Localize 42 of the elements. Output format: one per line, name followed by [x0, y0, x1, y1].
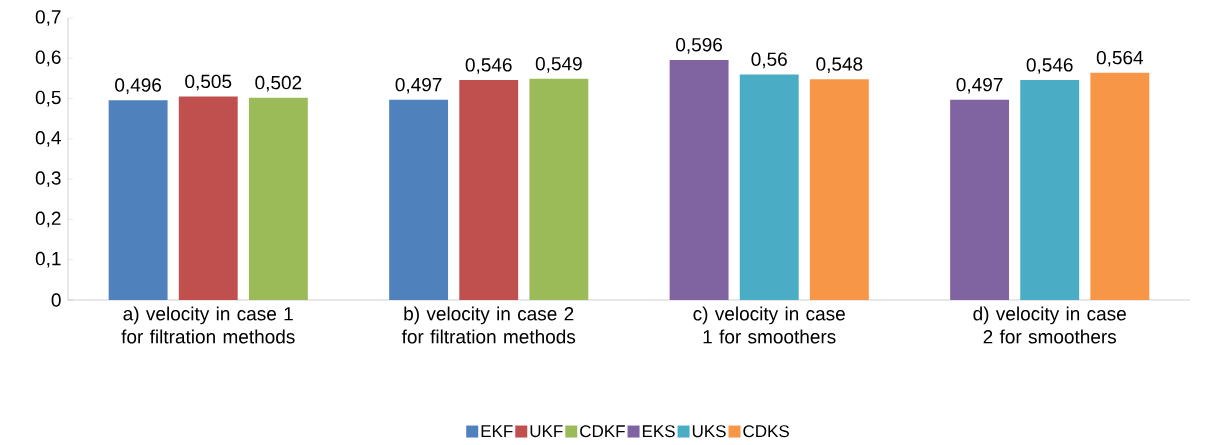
data-label: 0,596 — [676, 38, 723, 54]
data-label: 0,497 — [395, 77, 442, 94]
x-tick-label: b) velocity in case 2 for filtration methods — [401, 306, 576, 344]
data-label: 0,546 — [1026, 58, 1073, 74]
legend-label: CDKF — [580, 425, 625, 438]
bar — [1020, 80, 1080, 300]
data-label: 0,546 — [465, 58, 512, 74]
bar — [389, 99, 449, 300]
bar — [248, 97, 308, 300]
y-tick-label: 0,4 — [35, 131, 61, 147]
data-label: 0,502 — [255, 75, 302, 92]
y-tick-label: 0,3 — [35, 171, 61, 187]
data-label: 0,548 — [816, 57, 863, 74]
legend-label: CDKS — [743, 425, 789, 438]
x-tick-label: a) velocity in case 1 for filtration methods — [121, 306, 295, 344]
bar — [1090, 72, 1150, 300]
data-label: 0,505 — [185, 74, 232, 91]
bar — [108, 100, 168, 300]
bar — [739, 74, 799, 300]
legend-label: EKF — [481, 425, 513, 437]
bar — [669, 59, 729, 300]
y-tick-label: 0,2 — [35, 211, 61, 228]
legend-label: EKS — [642, 425, 675, 438]
y-tick-label: 0,6 — [35, 50, 61, 67]
legend-label: UKF — [530, 425, 563, 438]
y-tick-label: 0,5 — [35, 90, 61, 107]
bar — [178, 96, 238, 300]
legend-label: UKS — [692, 425, 726, 438]
data-label: 0,564 — [1096, 50, 1144, 67]
bar — [950, 99, 1010, 300]
y-tick-label: 0,7 — [35, 10, 61, 26]
x-tick-label: c) velocity in case 1 for smoothers — [693, 306, 845, 344]
data-label: 0,549 — [535, 56, 582, 73]
x-tick-label: d) velocity in case 2 for smoothers — [973, 306, 1126, 344]
data-label: 0,56 — [751, 52, 787, 69]
bar — [529, 78, 589, 300]
bar — [459, 80, 519, 300]
data-label: 0,496 — [115, 78, 162, 94]
data-label: 0,497 — [956, 77, 1003, 94]
bar — [809, 79, 869, 300]
y-tick-label: 0,1 — [35, 251, 61, 268]
y-tick-label: 0 — [51, 293, 61, 307]
